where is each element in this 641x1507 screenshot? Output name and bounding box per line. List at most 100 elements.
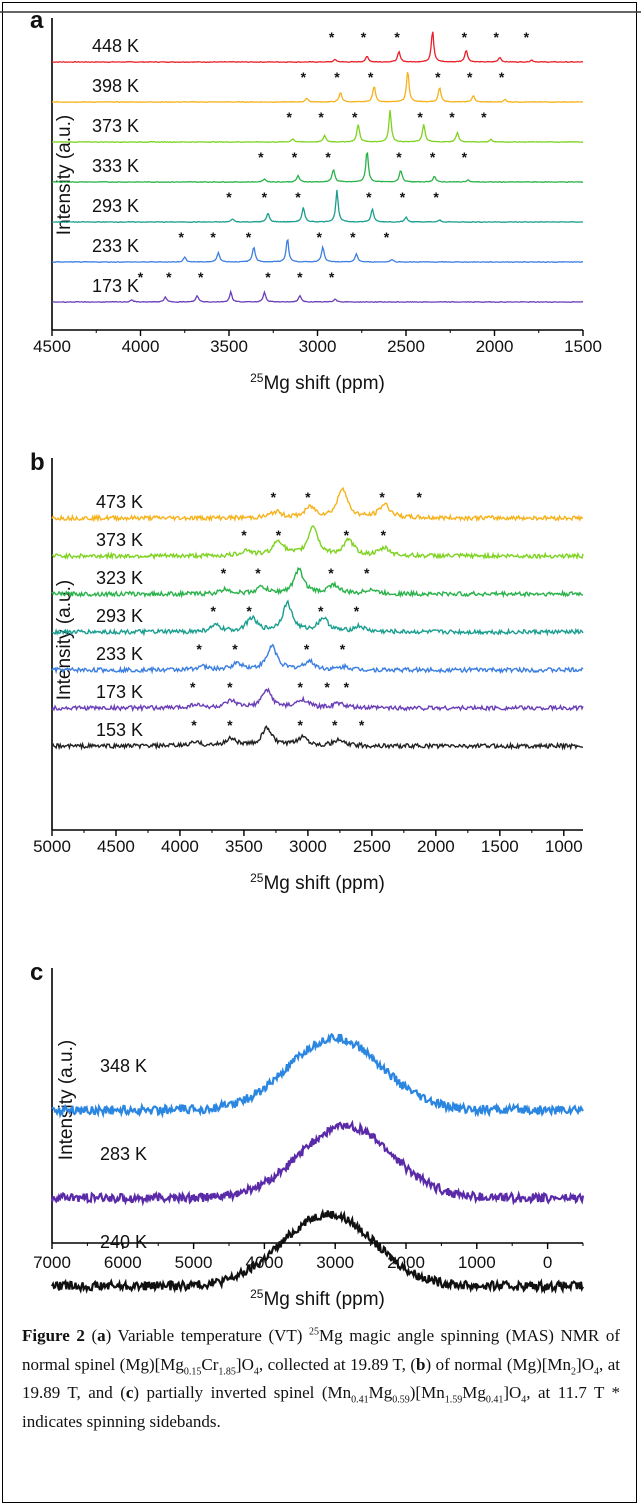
sideband-star: * xyxy=(246,603,252,619)
sideband-star: * xyxy=(226,189,232,205)
sideband-star: * xyxy=(328,565,334,581)
sideband-star: * xyxy=(292,149,298,165)
sideband-star: * xyxy=(304,641,310,657)
y-axis-title: Intensity (a.u.) xyxy=(54,115,75,235)
sideband-star: * xyxy=(271,489,277,505)
sideband-star: * xyxy=(430,149,436,165)
sideband-star: * xyxy=(449,109,455,125)
series-line-373K xyxy=(52,525,584,561)
series-label: 348 K xyxy=(100,1056,147,1076)
x-tick-label: 5000 xyxy=(33,837,71,856)
sideband-star: * xyxy=(241,527,247,543)
x-tick-label: 7000 xyxy=(33,1253,71,1272)
sideband-star: * xyxy=(295,189,301,205)
sideband-star: * xyxy=(305,489,311,505)
series-label: 398 K xyxy=(92,76,139,96)
x-tick-label: 3000 xyxy=(316,1253,354,1272)
series-line-333K xyxy=(51,151,584,184)
sideband-star: * xyxy=(400,189,406,205)
sideband-star: * xyxy=(416,489,422,505)
sideband-star: * xyxy=(462,29,468,45)
x-tick-label: 1500 xyxy=(481,837,519,856)
sideband-star: * xyxy=(221,565,227,581)
x-tick-label: 1000 xyxy=(545,837,583,856)
series-label: 283 K xyxy=(100,1144,147,1164)
series-label: 333 K xyxy=(92,156,139,176)
figure-caption: Figure 2 (a) Variable temperature (VT) 2… xyxy=(22,1322,620,1436)
x-axis-title: 25Mg shift (ppm) xyxy=(250,371,385,394)
series-label: 173 K xyxy=(92,276,139,296)
sideband-star: * xyxy=(286,109,292,125)
sideband-star: * xyxy=(435,69,441,85)
x-tick-label: 2500 xyxy=(387,337,425,356)
sideband-star: * xyxy=(210,229,216,245)
sideband-star: * xyxy=(324,679,330,695)
y-axis-title: Intensity (a.u.) xyxy=(56,1040,77,1160)
sideband-star: * xyxy=(210,603,216,619)
sideband-star: * xyxy=(359,717,365,733)
sideband-star: * xyxy=(297,717,303,733)
series-line-348K xyxy=(51,1032,584,1119)
sideband-star: * xyxy=(232,641,238,657)
sideband-star: * xyxy=(329,29,335,45)
x-tick-label: 2500 xyxy=(353,837,391,856)
sideband-star: * xyxy=(524,29,530,45)
sideband-star: * xyxy=(198,269,204,285)
x-tick-label: 2000 xyxy=(417,837,455,856)
series-label: 233 K xyxy=(96,644,143,664)
sideband-star: * xyxy=(332,717,338,733)
series-label: 153 K xyxy=(96,720,143,740)
sideband-star: * xyxy=(317,229,323,245)
x-axis-title: 25Mg shift (ppm) xyxy=(250,871,385,894)
sideband-star: * xyxy=(381,527,387,543)
series-line-323K xyxy=(51,566,584,599)
series-label: 293 K xyxy=(92,196,139,216)
sideband-star: * xyxy=(467,69,473,85)
x-tick-label: 2000 xyxy=(476,337,514,356)
caption-label: Figure 2 xyxy=(22,1326,85,1345)
panel-letter-c: c xyxy=(30,959,43,986)
series-line-473K xyxy=(51,486,583,523)
sideband-star: * xyxy=(227,679,233,695)
x-axis-title: 25Mg shift (ppm) xyxy=(250,1287,385,1310)
panel-letter-a: a xyxy=(30,7,44,34)
sideband-star: * xyxy=(262,189,268,205)
sideband-star: * xyxy=(196,641,202,657)
panels-group: a Intensity (a.u.) 4500 4000 3500 3000 2500 200… xyxy=(30,7,602,1310)
series-line-373K xyxy=(51,110,584,144)
x-tick-label: 4000 xyxy=(161,837,199,856)
series-label: 240 K xyxy=(100,1232,147,1252)
sideband-star: * xyxy=(297,679,303,695)
series-label: 448 K xyxy=(92,36,139,56)
series-line-293K xyxy=(51,599,584,637)
x-tick-label: 1500 xyxy=(564,337,602,356)
series-line-233K xyxy=(51,643,584,675)
sideband-star: * xyxy=(166,269,172,285)
series-label: 323 K xyxy=(96,568,143,588)
series-line-283K xyxy=(50,1119,585,1207)
x-tick-label: 0 xyxy=(543,1253,552,1272)
series-line-233K xyxy=(51,238,584,264)
sideband-star: * xyxy=(344,527,350,543)
x-tick-label: 6000 xyxy=(104,1253,142,1272)
x-tick-label: 1000 xyxy=(458,1253,496,1272)
x-tick-label: 4500 xyxy=(97,837,135,856)
sideband-star: * xyxy=(265,269,271,285)
x-tick-label: 3000 xyxy=(299,337,337,356)
series-label: 373 K xyxy=(92,116,139,136)
series-line-398K xyxy=(51,71,584,104)
sideband-star: * xyxy=(366,189,372,205)
sideband-star: * xyxy=(417,109,423,125)
series-label: 173 K xyxy=(96,682,143,702)
sideband-star: * xyxy=(462,149,468,165)
sideband-star: * xyxy=(384,229,390,245)
series-label: 293 K xyxy=(96,606,143,626)
sideband-star: * xyxy=(329,269,335,285)
x-tick-label: 5000 xyxy=(175,1253,213,1272)
sideband-star: * xyxy=(190,679,196,695)
series-line-240K xyxy=(51,1208,584,1295)
series-label: 233 K xyxy=(92,236,139,256)
sideband-star: * xyxy=(396,149,402,165)
